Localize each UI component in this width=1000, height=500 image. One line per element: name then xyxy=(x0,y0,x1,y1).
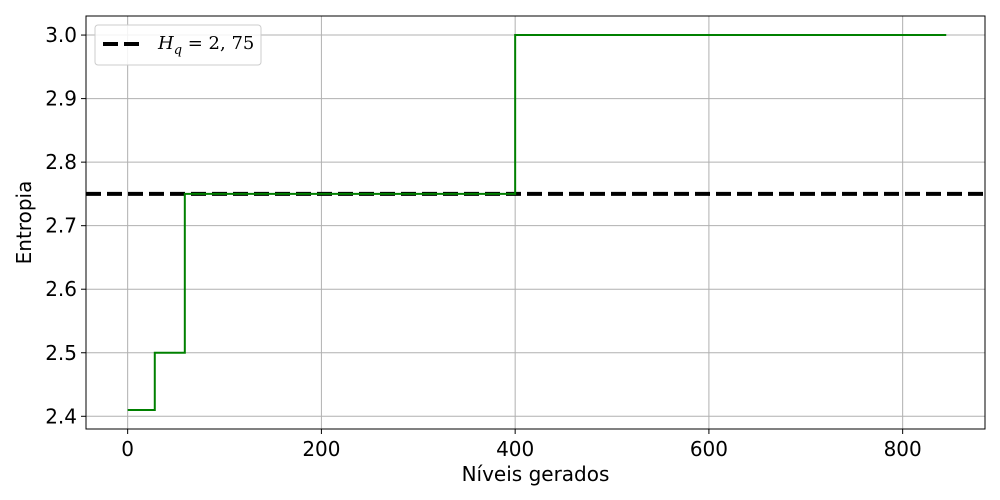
legend-label: Hq = 2, 75 xyxy=(157,33,254,58)
x-tick-label: 400 xyxy=(496,437,534,461)
x-axis-label: Níveis gerados xyxy=(462,462,610,486)
y-axis-label: Entropia xyxy=(12,181,36,265)
legend: Hq = 2, 75 xyxy=(94,24,262,66)
plot-frame xyxy=(85,15,986,430)
y-tick-label: 2.6 xyxy=(45,277,77,301)
x-tick-label: 0 xyxy=(121,437,134,461)
grid xyxy=(86,16,985,429)
y-tick-label: 2.5 xyxy=(45,341,77,365)
entropy-series-line xyxy=(127,34,947,411)
x-tick-label: 800 xyxy=(884,437,922,461)
y-tick-label: 2.4 xyxy=(45,404,77,428)
x-tick-label: 200 xyxy=(302,437,340,461)
y-tick-label: 2.9 xyxy=(45,87,77,111)
y-tick-label: 2.8 xyxy=(45,150,77,174)
legend-box xyxy=(94,24,262,66)
x-tick-label: 600 xyxy=(690,437,728,461)
plot-lines xyxy=(86,34,985,411)
y-tick-label: 3.0 xyxy=(45,23,77,47)
ticks: 0 200 400 600 800 2.4 2.5 2.6 2.7 2.8 2.9 3.0 xyxy=(45,23,922,461)
y-tick-label: 2.7 xyxy=(45,214,77,238)
